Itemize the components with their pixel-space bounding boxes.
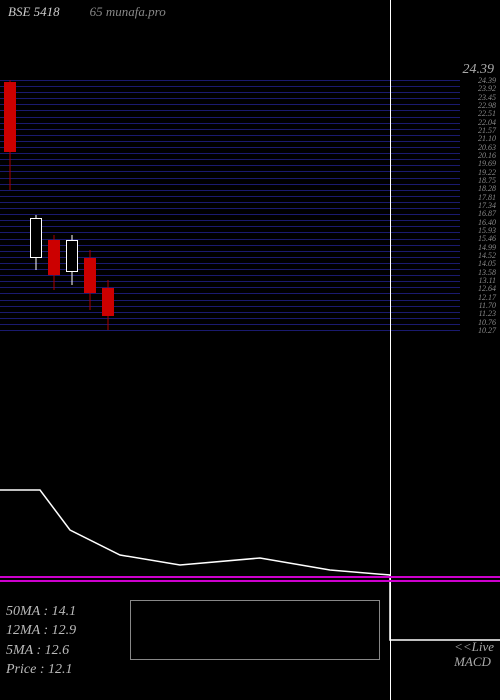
- ma50-label: 50MA : 14.1: [6, 602, 76, 622]
- stock-chart: BSE 5418 65 munafa.pro 24.39 24.3923.922…: [0, 0, 500, 700]
- info-box: 50MA : 14.1 12MA : 12.9 5MA : 12.6 Price…: [6, 602, 76, 680]
- ma12-label: 12MA : 12.9: [6, 621, 76, 641]
- price-axis-labels: 24.3923.9223.4522.9822.5122.0421.5721.10…: [460, 80, 496, 330]
- macd-box: [130, 600, 380, 660]
- live-macd-label: <<Live MACD: [454, 639, 494, 670]
- ma5-label: 5MA : 12.6: [6, 641, 76, 661]
- price-label: Price : 12.1: [6, 660, 76, 680]
- live-label: <<Live: [454, 639, 494, 655]
- macd-label: MACD: [454, 654, 494, 670]
- cursor-vertical-line: [390, 0, 391, 700]
